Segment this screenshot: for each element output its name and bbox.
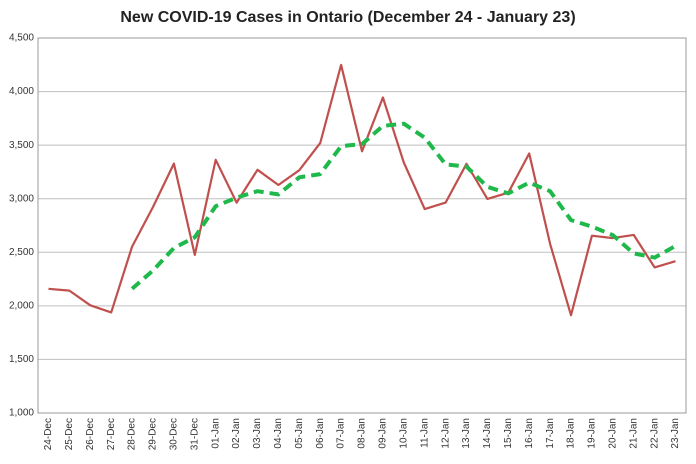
x-tick-label: 25-Dec — [64, 418, 75, 450]
x-tick-label: 22-Jan — [649, 418, 660, 449]
x-tick-label: 31-Dec — [189, 418, 200, 450]
x-tick-label: 16-Jan — [524, 418, 535, 449]
plot-border — [37, 37, 687, 414]
y-tick-label: 4,500 — [9, 33, 34, 44]
x-tick-label: 29-Dec — [148, 418, 159, 450]
x-tick-label: 14-Jan — [482, 418, 493, 449]
x-tick-label: 28-Dec — [127, 418, 138, 450]
x-tick-label: 15-Jan — [503, 418, 514, 449]
x-tick-label: 17-Jan — [545, 418, 556, 449]
x-tick-label: 09-Jan — [378, 418, 389, 449]
y-tick-label: 3,000 — [9, 193, 34, 204]
y-tick-label: 4,000 — [9, 86, 34, 97]
x-tick-label: 12-Jan — [440, 418, 451, 449]
x-tick-label: 11-Jan — [419, 418, 430, 448]
y-tick-label: 1,000 — [9, 408, 34, 419]
x-tick-label: 26-Dec — [85, 418, 96, 450]
x-tick-label: 24-Dec — [43, 418, 54, 450]
x-tick-label: 05-Jan — [294, 418, 305, 449]
y-tick-label: 2,500 — [9, 247, 34, 258]
x-tick-label: 01-Jan — [210, 418, 221, 449]
x-tick-label: 10-Jan — [398, 418, 409, 449]
x-tick-label: 13-Jan — [461, 418, 472, 449]
x-tick-label: 04-Jan — [273, 418, 284, 449]
series-line — [130, 121, 677, 291]
y-tick-label: 2,000 — [9, 300, 34, 311]
y-tick-label: 1,500 — [9, 354, 34, 365]
x-tick-label: 07-Jan — [336, 418, 347, 449]
x-tick-label: 21-Jan — [628, 418, 639, 449]
chart-title: New COVID-19 Cases in Ontario (December … — [120, 9, 575, 26]
x-tick-label: 18-Jan — [566, 418, 577, 449]
x-tick-label: 20-Jan — [607, 418, 618, 449]
x-tick-label: 23-Jan — [670, 418, 681, 449]
x-tick-label: 19-Jan — [587, 418, 598, 449]
x-tick-label: 06-Jan — [315, 418, 326, 449]
x-tick-label: 27-Dec — [106, 418, 117, 450]
x-tick-label: 30-Dec — [169, 418, 180, 450]
series-line — [48, 63, 676, 317]
x-tick-label: 03-Jan — [252, 418, 263, 449]
x-tick-label: 02-Jan — [231, 418, 242, 449]
x-tick-label: 08-Jan — [357, 418, 368, 449]
y-tick-label: 3,500 — [9, 140, 34, 151]
